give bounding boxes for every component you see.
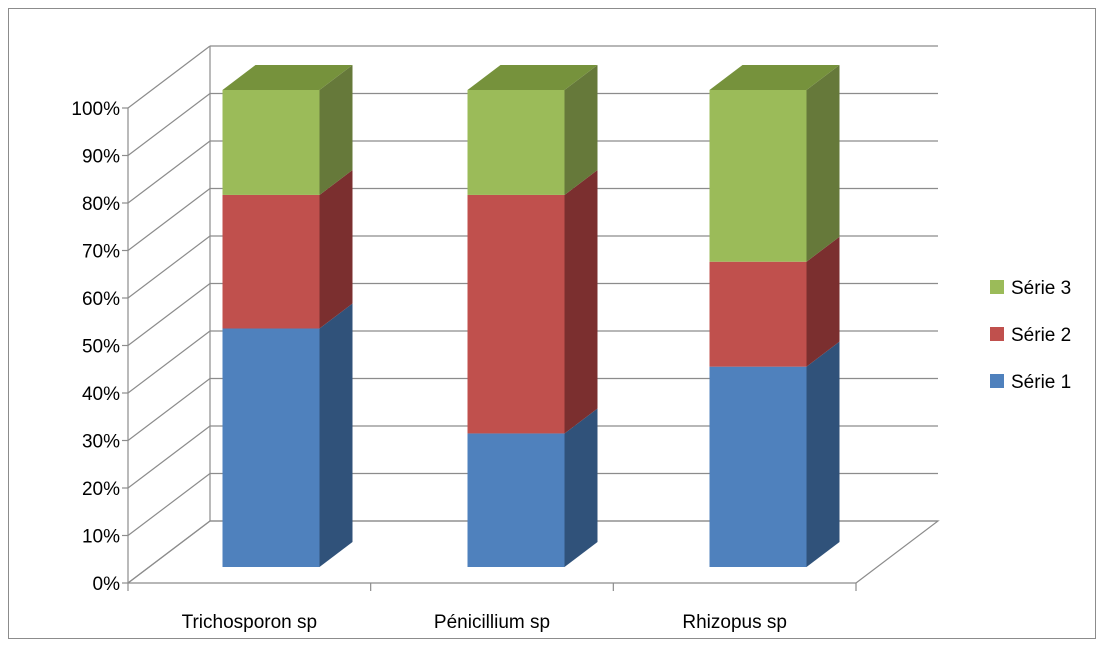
bar-s-rie-1-side	[319, 303, 353, 567]
bar-s-rie-2-front	[467, 194, 565, 434]
gridline-side	[127, 378, 211, 441]
y-tick-labels: 0% 10% 20% 30% 40% 50% 60% 70% 80% 90% 100%	[71, 99, 120, 595]
y-tick-label: 90%	[82, 147, 120, 168]
legend: Série 3 Série 2 Série 1	[990, 278, 1071, 393]
bar-s-rie-2-front	[709, 261, 807, 367]
legend-item: Série 1	[990, 372, 1071, 393]
bar-s-rie-2-side	[806, 236, 840, 367]
legend-item: Série 2	[990, 325, 1071, 346]
bar-s-rie-2-front	[222, 194, 320, 329]
legend-label: Série 3	[1011, 278, 1071, 299]
bars	[222, 65, 840, 567]
y-tick-label: 40%	[82, 384, 120, 405]
y-tick-label: 20%	[82, 479, 120, 500]
bar-s-rie-3-top	[709, 65, 840, 90]
legend-label: Série 1	[1011, 372, 1071, 393]
y-tick-label: 10%	[82, 527, 120, 548]
bar-s-rie-3-front	[222, 90, 320, 195]
axes	[122, 107, 857, 591]
gridline-side	[127, 140, 211, 204]
bar-s-rie-1-side	[564, 408, 598, 567]
bar-s-rie-3-side	[806, 65, 840, 262]
legend-swatch	[990, 374, 1004, 388]
x-tick-label: Trichosporon sp	[182, 612, 318, 633]
bar-s-rie-1-front	[222, 328, 320, 567]
y-tick-label: 30%	[82, 432, 120, 453]
gridline-side	[127, 520, 211, 584]
x-tick-label: Pénicillium sp	[434, 612, 550, 633]
bar-s-rie-2-side	[319, 169, 353, 329]
y-tick-label: 70%	[82, 242, 120, 263]
bar-stack	[222, 65, 353, 567]
gridline-side	[127, 425, 211, 489]
legend-item: Série 3	[990, 278, 1071, 299]
bar-s-rie-1-front	[467, 433, 565, 567]
legend-swatch	[990, 280, 1004, 294]
gridline-side	[127, 473, 211, 536]
gridline-side	[127, 93, 211, 156]
y-tick-label: 100%	[71, 99, 120, 120]
bar-s-rie-3-side	[564, 65, 598, 195]
gridline-side	[127, 283, 211, 346]
gridline-side	[127, 188, 211, 251]
y-tick-label: 60%	[82, 289, 120, 310]
y-tick-label: 0%	[93, 574, 121, 595]
bar-stack	[709, 65, 840, 567]
bar-s-rie-3-front	[709, 90, 807, 262]
bar-s-rie-3-top	[222, 65, 353, 90]
y-tick-label: 80%	[82, 194, 120, 215]
y-tick-label: 50%	[82, 337, 120, 358]
gridline-side	[127, 45, 211, 109]
bar-s-rie-1-side	[806, 341, 840, 567]
bar-s-rie-3-top	[467, 65, 598, 90]
bar-s-rie-3-side	[319, 65, 353, 195]
gridline-side	[127, 235, 211, 299]
bar-s-rie-1-front	[709, 366, 807, 567]
gridline-side	[127, 330, 211, 394]
bar-s-rie-3-front	[467, 90, 565, 195]
bar-s-rie-2-side	[564, 169, 598, 434]
x-tick-label: Rhizopus sp	[682, 612, 787, 633]
x-tick-labels: Trichosporon sp Pénicillium sp Rhizopus sp	[182, 612, 787, 633]
bar-stack	[467, 65, 598, 567]
legend-label: Série 2	[1011, 325, 1071, 346]
legend-swatch	[990, 327, 1004, 341]
